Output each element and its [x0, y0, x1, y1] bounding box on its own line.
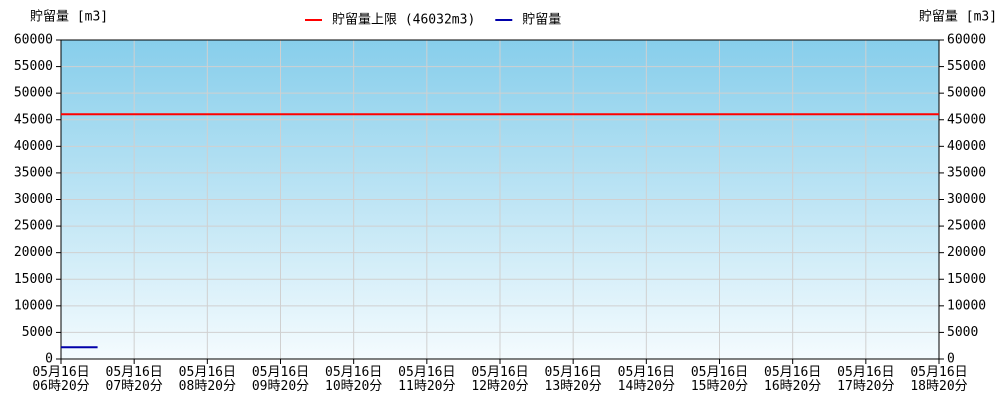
x-tick-label-time: 16時20分 — [764, 379, 821, 394]
x-tick-label: 05月16日 06時20分 — [32, 365, 89, 394]
y2-tick-label: 15000 — [947, 272, 986, 287]
x-tick-label-time: 11時20分 — [398, 379, 455, 394]
y2-tick-label: 50000 — [947, 86, 986, 101]
x-tick-label-date: 05月16日 — [764, 365, 821, 380]
legend-label: 貯留量 — [522, 13, 561, 28]
x-tick-label-date: 05月16日 — [252, 365, 309, 380]
y2-tick-label: 20000 — [947, 245, 986, 260]
x-tick-label: 05月16日 10時20分 — [325, 365, 382, 394]
y-tick-label: 35000 — [14, 165, 53, 180]
x-tick-label: 05月16日 09時20分 — [252, 365, 309, 394]
y-tick-label: 0 — [45, 352, 53, 367]
x-tick-label-date: 05月16日 — [179, 365, 236, 380]
y-tick-label: 40000 — [14, 139, 53, 154]
y-tick-label: 25000 — [14, 219, 53, 234]
legend-label: 貯留量上限 (46032m3) — [332, 13, 475, 28]
plot-border — [60, 39, 940, 360]
x-tick-label-time: 12時20分 — [471, 379, 528, 394]
y-axis-title: 貯留量 [m3] — [30, 10, 108, 25]
x-tick-label-time: 07時20分 — [106, 379, 163, 394]
y-tick-label: 30000 — [14, 192, 53, 207]
x-tick-label-date: 05月16日 — [398, 365, 455, 380]
y2-tick-label: 45000 — [947, 112, 986, 127]
y2-tick-label: 60000 — [947, 33, 986, 48]
x-tick-label-time: 10時20分 — [325, 379, 382, 394]
y2-tick-label: 55000 — [947, 59, 986, 74]
x-tick-label: 05月16日 16時20分 — [764, 365, 821, 394]
x-tick-label-date: 05月16日 — [106, 365, 163, 380]
x-tick-label: 05月16日 07時20分 — [106, 365, 163, 394]
y2-tick-label: 10000 — [947, 298, 986, 313]
x-tick-label-date: 05月16日 — [837, 365, 894, 380]
x-tick-label-time: 14時20分 — [618, 379, 675, 394]
y-tick-label: 55000 — [14, 59, 53, 74]
x-tick-label: 05月16日 17時20分 — [837, 365, 894, 394]
y2-tick-label: 35000 — [947, 165, 986, 180]
x-tick-label: 05月16日 18時20分 — [910, 365, 967, 394]
x-tick-label: 05月16日 14時20分 — [618, 365, 675, 394]
x-tick-label: 05月16日 08時20分 — [179, 365, 236, 394]
y-tick-label: 50000 — [14, 86, 53, 101]
y2-axis-title: 貯留量 [m3] — [919, 10, 997, 25]
x-tick-label-time: 17時20分 — [837, 379, 894, 394]
y-tick-label: 10000 — [14, 298, 53, 313]
x-tick-label-date: 05月16日 — [325, 365, 382, 380]
y-tick-label: 5000 — [22, 325, 53, 340]
y-tick-label: 15000 — [14, 272, 53, 287]
x-tick-label-date: 05月16日 — [691, 365, 748, 380]
x-tick-label-time: 08時20分 — [179, 379, 236, 394]
x-tick-label-time: 06時20分 — [32, 379, 89, 394]
x-tick-label-time: 15時20分 — [691, 379, 748, 394]
x-tick-label-date: 05月16日 — [32, 365, 89, 380]
x-tick-label: 05月16日 12時20分 — [471, 365, 528, 394]
y-tick-label: 45000 — [14, 112, 53, 127]
y-tick-label: 60000 — [14, 33, 53, 48]
y-tick-label: 20000 — [14, 245, 53, 260]
x-tick-label-date: 05月16日 — [471, 365, 528, 380]
x-tick-label-date: 05月16日 — [618, 365, 675, 380]
x-tick-label-date: 05月16日 — [545, 365, 602, 380]
y2-tick-label: 40000 — [947, 139, 986, 154]
x-tick-label: 05月16日 15時20分 — [691, 365, 748, 394]
x-tick-label-time: 09時20分 — [252, 379, 309, 394]
x-tick-label: 05月16日 13時20分 — [545, 365, 602, 394]
x-tick-label: 05月16日 11時20分 — [398, 365, 455, 394]
y2-tick-label: 0 — [947, 352, 955, 367]
y2-tick-label: 30000 — [947, 192, 986, 207]
y2-tick-label: 25000 — [947, 219, 986, 234]
x-tick-label-time: 18時20分 — [910, 379, 967, 394]
y2-tick-label: 5000 — [947, 325, 978, 340]
x-tick-label-date: 05月16日 — [910, 365, 967, 380]
x-tick-label-time: 13時20分 — [545, 379, 602, 394]
